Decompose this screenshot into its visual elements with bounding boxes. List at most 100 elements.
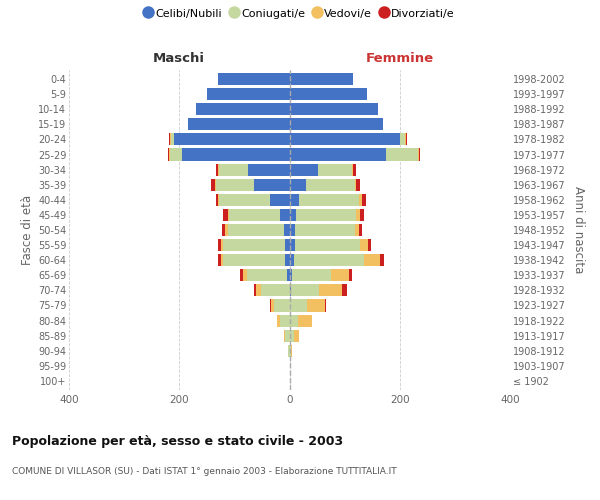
Bar [299,194,359,206]
Bar [188,118,290,130]
Bar [294,254,364,266]
Bar [290,148,386,160]
Bar [174,134,290,145]
Bar [355,224,359,236]
Bar [284,224,290,236]
Bar [218,164,220,175]
Bar [290,269,292,281]
Bar [228,224,284,236]
Bar [215,178,216,191]
Y-axis label: Fasce di età: Fasce di età [20,195,34,265]
Bar [220,164,248,175]
Bar [290,330,294,342]
Bar [406,134,407,145]
Bar [285,254,290,266]
Y-axis label: Anni di nascita: Anni di nascita [572,186,585,274]
Bar [343,284,347,296]
Text: COMUNE DI VILLASOR (SU) - Dati ISTAT 1° gennaio 2003 - Elaborazione TUTTITALIA.I: COMUNE DI VILLASOR (SU) - Dati ISTAT 1° … [12,468,397,476]
Bar [240,269,242,281]
Bar [290,164,318,175]
Bar [290,118,383,130]
Bar [292,269,331,281]
Bar [254,178,290,191]
Bar [290,194,299,206]
Bar [360,209,364,221]
Bar [419,148,420,160]
Bar [247,269,287,281]
Bar [284,330,285,342]
Bar [298,314,312,326]
Bar [290,254,294,266]
Bar [218,254,221,266]
Bar [364,254,380,266]
Bar [280,209,290,221]
Bar [290,300,307,312]
Bar [196,103,290,116]
Bar [287,269,290,281]
Bar [256,284,261,296]
Bar [169,148,170,160]
Bar [223,209,228,221]
Bar [221,254,223,266]
Bar [290,344,292,357]
Bar [220,194,270,206]
Bar [319,284,343,296]
Bar [229,209,280,221]
Bar [215,194,218,206]
Bar [270,300,271,312]
Bar [289,344,290,357]
Bar [418,148,419,160]
Bar [225,224,228,236]
Bar [171,134,174,145]
Bar [356,209,360,221]
Bar [362,194,366,206]
Bar [360,239,368,251]
Bar [352,164,353,175]
Bar [331,269,349,281]
Bar [290,178,306,191]
Bar [306,178,355,191]
Bar [290,239,295,251]
Bar [223,239,285,251]
Bar [222,224,225,236]
Bar [280,314,290,326]
Bar [325,300,326,312]
Bar [290,88,367,100]
Bar [290,314,298,326]
Bar [271,300,274,312]
Bar [318,164,352,175]
Bar [216,178,254,191]
Bar [218,194,220,206]
Bar [274,300,290,312]
Bar [356,178,360,191]
Bar [295,224,355,236]
Bar [228,209,229,221]
Bar [355,178,356,191]
Bar [277,314,280,326]
Bar [290,209,296,221]
Bar [169,134,170,145]
Bar [170,148,182,160]
Bar [349,269,352,281]
Bar [261,284,290,296]
Bar [368,239,371,251]
Bar [248,164,290,175]
Bar [290,73,353,85]
Bar [211,178,215,191]
Bar [290,224,295,236]
Bar [254,284,256,296]
Bar [215,164,218,175]
Bar [223,254,285,266]
Bar [167,148,169,160]
Bar [290,103,378,116]
Bar [359,194,362,206]
Bar [296,209,356,221]
Bar [270,194,290,206]
Bar [307,300,325,312]
Bar [290,134,400,145]
Bar [290,284,319,296]
Bar [221,239,223,251]
Bar [359,224,362,236]
Bar [294,330,299,342]
Bar [405,134,406,145]
